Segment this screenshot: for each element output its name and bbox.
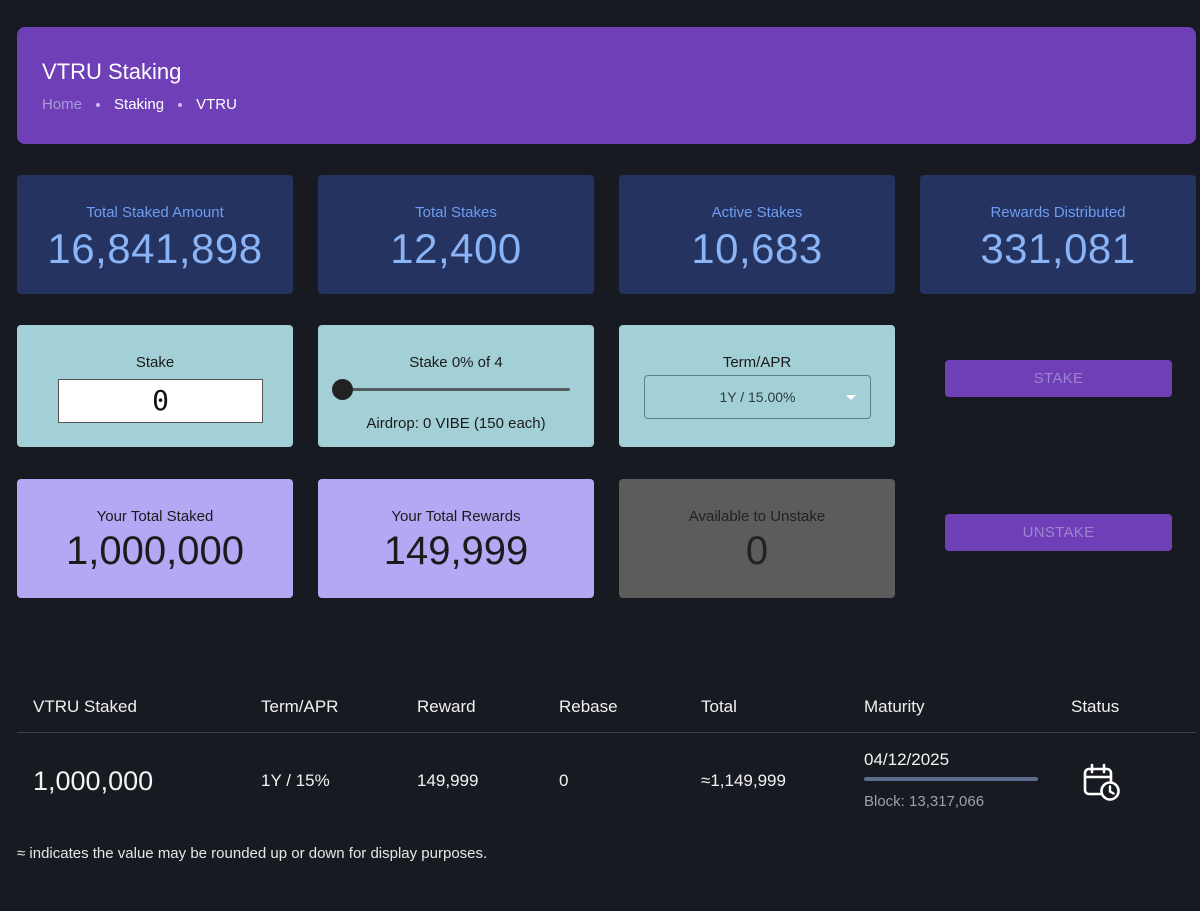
chevron-down-icon [846,395,856,400]
your-total-rewards-card: Your Total Rewards 149,999 [318,479,594,598]
term-selected-value: 1Y / 15.00% [719,389,796,405]
column-header-status: Status [1071,697,1120,716]
mine-label: Your Total Staked [96,508,214,525]
term-apr-select[interactable]: 1Y / 15.00% [644,375,871,419]
cell-staked: 1,000,000 [33,766,154,796]
breadcrumb-vtru: VTRU [196,96,237,113]
page-header: VTRU Staking Home Staking VTRU [17,27,1196,144]
column-header-rebase: Rebase [559,697,618,716]
stat-value: 12,400 [390,225,522,272]
stake-slider-track[interactable] [342,388,570,391]
column-header-term-apr: Term/APR [261,697,339,716]
breadcrumb: Home Staking VTRU [42,96,237,113]
breadcrumb-separator [178,102,183,107]
cell-term: 1Y / 15% [261,771,330,790]
breadcrumb-home[interactable]: Home [42,96,83,113]
stake-amount-input[interactable]: 0 [58,379,263,423]
avail-label: Available to Unstake [688,508,826,525]
available-to-unstake-card: Available to Unstake 0 [619,479,895,598]
stat-label: Active Stakes [711,204,803,221]
stake-label: Stake [135,354,175,371]
stake-amount-card: Stake 0 [17,325,293,447]
term-label: Term/APR [722,354,792,371]
stat-label: Rewards Distributed [990,204,1126,221]
cell-maturity-date: 04/12/2025 [864,750,950,769]
column-header-reward: Reward [417,697,476,716]
column-header-maturity: Maturity [864,697,925,716]
breadcrumb-separator [96,102,101,107]
table-divider [17,732,1196,733]
cell-maturity-block: Block: 13,317,066 [864,793,985,810]
stake-slider-card: Stake 0% of 4 Airdrop: 0 VIBE (150 each) [318,325,594,447]
column-header-vtru-staked: VTRU Staked [33,697,137,716]
stat-value: 10,683 [691,225,823,272]
calendar-clock-icon[interactable] [1082,763,1120,801]
avail-value: 0 [745,529,769,573]
stat-card-rewards-distributed: Rewards Distributed 331,081 [920,175,1196,294]
stat-card-total-stakes: Total Stakes 12,400 [318,175,594,294]
mine-value: 149,999 [383,529,529,573]
stat-value: 16,841,898 [47,225,263,272]
stat-card-total-staked: Total Staked Amount 16,841,898 [17,175,293,294]
cell-reward: 149,999 [417,771,479,790]
stake-slider-thumb[interactable] [332,379,353,400]
term-apr-card: Term/APR 1Y / 15.00% [619,325,895,447]
unstake-button[interactable]: UNSTAKE [945,514,1172,551]
stat-value: 331,081 [980,225,1136,272]
stake-button[interactable]: STAKE [945,360,1172,397]
mine-label: Your Total Rewards [391,508,521,525]
mine-value: 1,000,000 [66,529,244,573]
stat-card-active-stakes: Active Stakes 10,683 [619,175,895,294]
stat-label: Total Staked Amount [86,204,224,221]
cell-rebase: 0 [559,771,569,790]
page-title: VTRU Staking [42,59,182,84]
slider-label: Stake 0% of 4 [409,354,503,371]
stat-label: Total Stakes [415,204,497,221]
your-total-staked-card: Your Total Staked 1,000,000 [17,479,293,598]
breadcrumb-staking[interactable]: Staking [114,96,165,113]
rounding-footnote: ≈ indicates the value may be rounded up … [17,845,488,862]
airdrop-text: Airdrop: 0 VIBE (150 each) [366,415,546,432]
maturity-progress-bar [864,777,1038,781]
column-header-total: Total [701,697,737,716]
cell-total: ≈1,149,999 [701,771,786,790]
